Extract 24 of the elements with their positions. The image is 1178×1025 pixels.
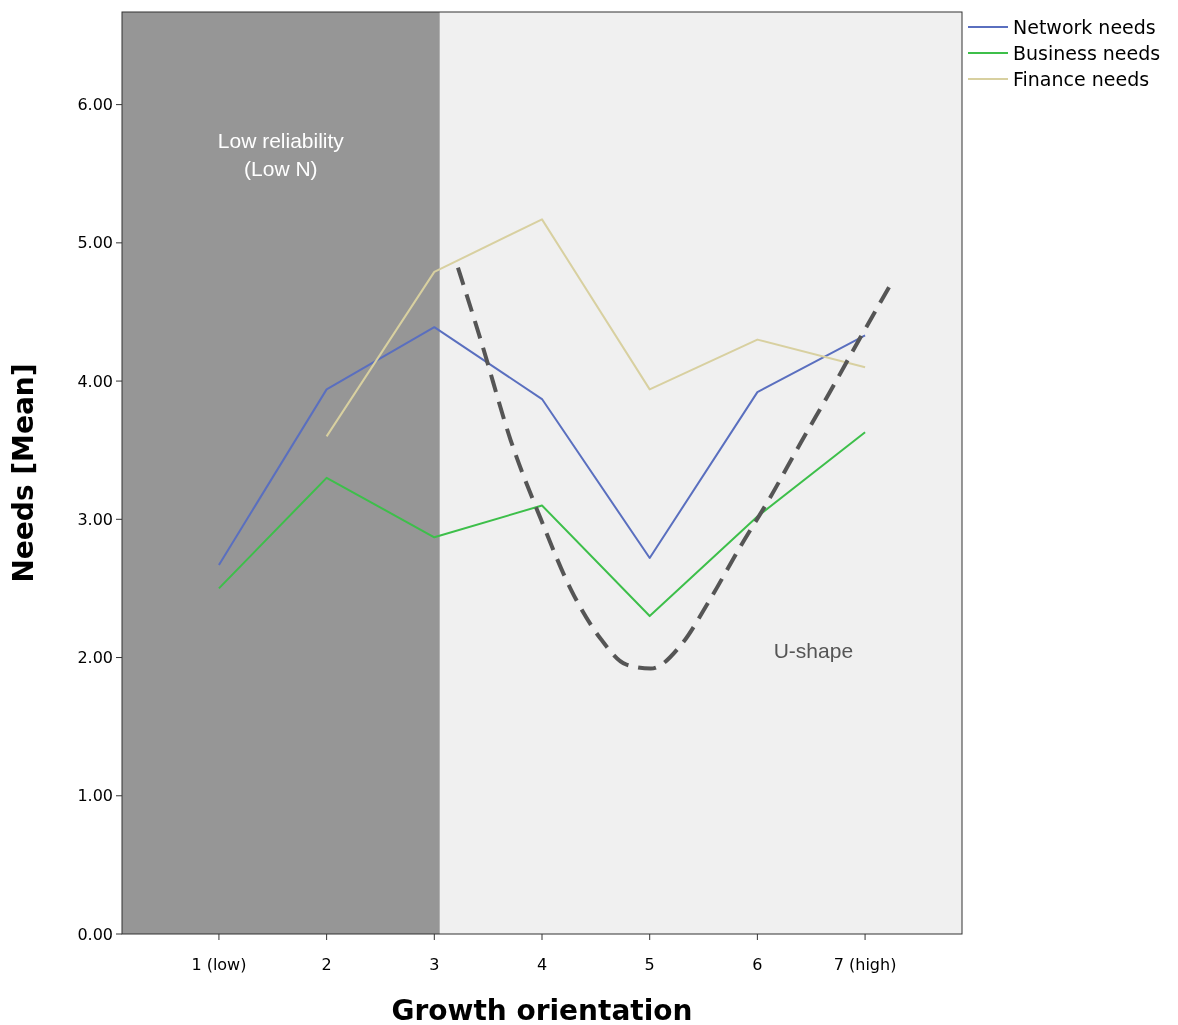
x-tick-label: 5 [644, 955, 655, 974]
y-tick-label: 5.00 [77, 233, 113, 253]
x-tick-label: 6 [752, 955, 763, 974]
x-tick-label: 3 [429, 955, 440, 974]
band-label: Low reliability (Low N) [217, 129, 345, 180]
y-tick-label: 4.00 [77, 371, 113, 391]
y-tick-label: 3.00 [77, 509, 113, 529]
x-tick-label: 7 (high) [833, 955, 897, 974]
y-tick-label: 0.00 [77, 924, 113, 944]
line-series [325, 218, 867, 438]
x-tick-label: 4 [536, 955, 548, 974]
y-tick-label: 6.00 [77, 95, 113, 115]
legend-label: Business needs [1013, 41, 1161, 64]
annotation: U-shape [773, 638, 854, 662]
line-series [217, 431, 867, 618]
x-tick-label: 1 (low) [191, 955, 247, 974]
y-axis-title: Needs [Mean] [7, 363, 40, 583]
x-tick-label: 2 [321, 955, 332, 974]
line-series [217, 326, 867, 566]
y-tick-label: 2.00 [77, 648, 113, 668]
legend-label: Network needs [1013, 15, 1156, 38]
legend-label: Finance needs [1013, 67, 1150, 90]
y-tick-label: 1.00 [77, 786, 113, 806]
x-axis-title: Growth orientation [391, 994, 693, 1025]
